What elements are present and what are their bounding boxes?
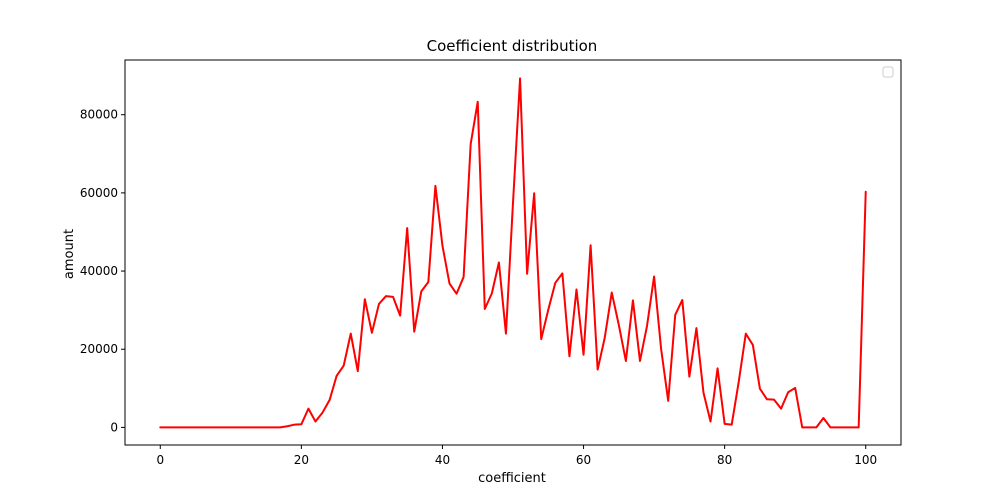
- x-axis-label: coefficient: [478, 471, 546, 486]
- y-axis-label: amount: [62, 229, 77, 279]
- x-tick-label: 80: [717, 453, 732, 467]
- x-tick-label: 40: [435, 453, 450, 467]
- x-tick-label: 0: [156, 453, 164, 467]
- y-tick-label: 20000: [80, 342, 118, 356]
- plot-area: 0 20 40 60 80 100 0 20000 40000 60000 80000: [80, 59, 902, 467]
- series-line-0: [159, 77, 867, 429]
- axes-frame: [124, 59, 902, 446]
- x-tick-label: 60: [576, 453, 591, 467]
- y-tick-label: 60000: [80, 186, 118, 200]
- y-tick-label: 40000: [80, 264, 118, 278]
- legend-box: [882, 66, 894, 78]
- x-tick-label: 20: [294, 453, 309, 467]
- x-tick-label: 100: [854, 453, 877, 467]
- y-tick-label: 80000: [80, 108, 118, 122]
- y-tick-label: 0: [110, 420, 118, 434]
- chart-title: Coefficient distribution: [427, 37, 598, 55]
